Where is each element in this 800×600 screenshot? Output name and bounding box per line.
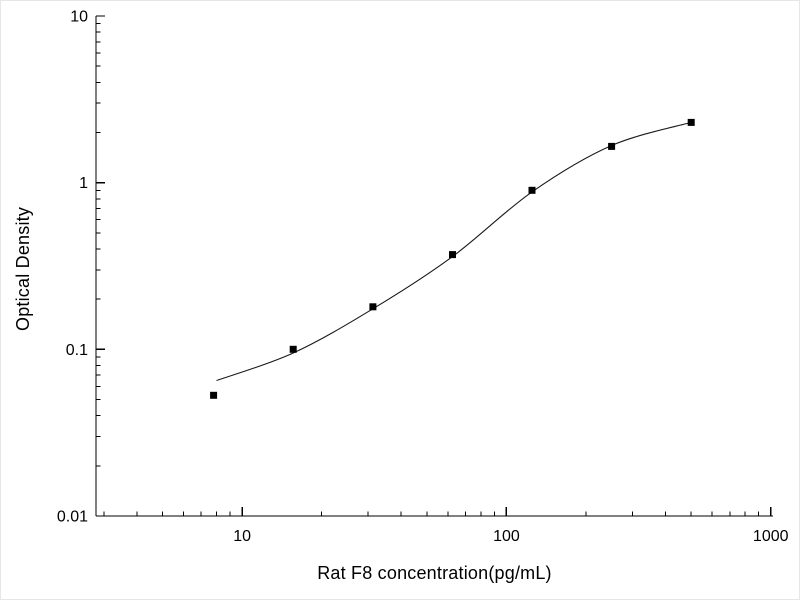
y-tick-label: 1 bbox=[79, 175, 88, 192]
y-tick-label: 0.01 bbox=[57, 509, 88, 526]
x-tick-label: 10 bbox=[233, 528, 251, 545]
x-tick-label: 100 bbox=[493, 528, 520, 545]
y-ticks: 0.01 0.1 1 10 bbox=[57, 9, 105, 526]
x-ticks: 10 100 1000 bbox=[103, 507, 789, 545]
data-point-marker bbox=[449, 251, 456, 259]
y-tick-label: 10 bbox=[70, 9, 88, 26]
data-point-marker bbox=[687, 118, 695, 126]
data-point-marker bbox=[289, 345, 297, 353]
x-axis-title: Rat F8 concentration(pg/mL) bbox=[317, 563, 552, 583]
data-point-marker bbox=[528, 186, 536, 194]
x-tick-label: 1000 bbox=[753, 528, 789, 545]
y-tick-label: 0.1 bbox=[66, 342, 88, 359]
data-point-marker bbox=[369, 303, 377, 311]
data-point-marker bbox=[210, 391, 218, 399]
data-points bbox=[210, 118, 695, 399]
data-point-marker bbox=[608, 142, 616, 150]
y-axis-title: Optical Density bbox=[13, 206, 33, 331]
